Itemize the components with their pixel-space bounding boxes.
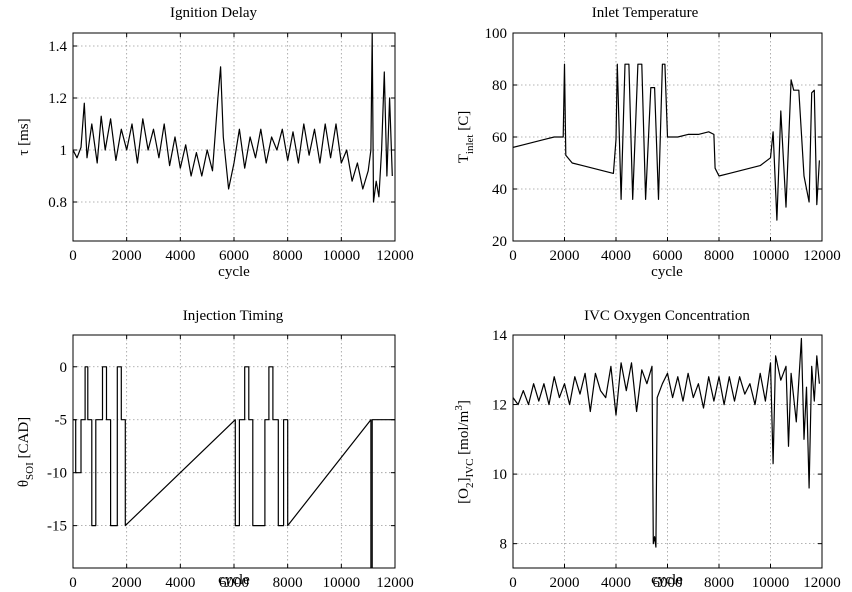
x-tick-label: 8000 [704,248,734,264]
y-tick-label: 8 [500,537,508,553]
x-tick-label: 2000 [112,575,142,587]
chart-title: Inlet Temperature [592,5,699,21]
chart-panel-ivc-oxygen-concentration: IVC Oxygen Concentration 0 2000 4000 6000 80… [453,308,841,591]
y-tick-label: 1.4 [48,39,67,55]
x-tick-label: 12000 [376,248,414,264]
y-axis-label: [O2]IVC [mol/m3] [453,400,476,504]
grid [73,335,395,568]
x-tick-label: 4000 [165,248,195,264]
chart-panel-injection-timing: Injection Timing 0 2000 4000 6000 8000 10000 1… [16,308,414,591]
series-layer [513,337,820,548]
series-layer [73,33,393,203]
x-axis-label: cycle [218,264,250,280]
x-tick-label: 10000 [323,248,361,264]
x-tick-label: 8000 [273,575,303,587]
y-axis-label: θSOI [CAD] [16,417,36,487]
x-tick-label: 0 [509,575,517,587]
y-tick-label: 1 [60,143,68,159]
series-line [513,63,820,221]
chart-title: Ignition Delay [170,5,258,21]
y-tick-label: -15 [47,519,67,535]
x-tick-label: 12000 [803,575,841,587]
x-tick-label: 2000 [112,248,142,264]
x-tick-label: 10000 [752,575,790,587]
chart-panel-ignition-delay: Ignition Delay 0 2000 4000 6000 8000 10000 120… [16,5,414,280]
y-axis-label: Tinlet [C] [456,111,476,163]
y-tick-label: -10 [47,466,67,482]
x-tick-label: 10000 [323,575,361,587]
x-tick-label: 10000 [752,248,790,264]
plot-frame [512,334,823,569]
chart-panel-inlet-temperature: Inlet Temperature 0 2000 4000 6000 8000 10000… [456,5,841,280]
x-tick-label: 8000 [704,575,734,587]
y-tick-label: 100 [485,26,508,42]
x-tick-label: 8000 [273,248,303,264]
x-axis-label: cycle [218,572,250,587]
x-axis-label: cycle [651,572,683,587]
series-layer [513,63,820,221]
grid [513,335,822,568]
plot-frame [72,334,396,569]
y-tick-label: 80 [492,78,507,94]
ticks: 0 2000 4000 6000 8000 10000 12000 20 40 60 80 100 [485,26,841,264]
grid [73,33,395,241]
y-tick-label: 10 [492,467,507,483]
x-tick-label: 12000 [803,248,841,264]
x-tick-label: 4000 [165,575,195,587]
y-tick-label: -5 [55,413,68,429]
x-tick-label: 4000 [601,248,631,264]
x-tick-label: 2000 [550,575,580,587]
y-tick-label: 20 [492,234,507,250]
x-axis-label: cycle [651,264,683,280]
x-tick-label: 0 [69,575,77,587]
y-tick-label: 0.8 [48,195,67,211]
ticks: 0 2000 4000 6000 8000 10000 12000 0.8 1 1.2 1.4 [48,33,414,264]
series-line [73,366,395,568]
y-axis-label: τ [ms] [16,118,32,155]
series-line [73,33,393,203]
x-tick-label: 0 [509,248,517,264]
x-tick-label: 0 [69,248,77,264]
series-layer [73,366,395,568]
plot-frame [512,32,823,242]
chart-title: Injection Timing [183,308,284,324]
x-tick-label: 2000 [550,248,580,264]
y-tick-label: 12 [492,398,507,414]
chart-title: IVC Oxygen Concentration [584,308,750,324]
y-tick-label: 60 [492,130,507,146]
y-tick-label: 0 [60,360,68,376]
x-tick-label: 6000 [653,248,683,264]
x-tick-label: 4000 [601,575,631,587]
x-tick-label: 6000 [219,248,249,264]
y-tick-label: 14 [492,328,508,344]
series-line [513,337,820,548]
plot-frame [72,32,396,242]
y-tick-label: 40 [492,182,507,198]
x-tick-label: 12000 [376,575,414,587]
y-tick-label: 1.2 [48,91,67,107]
